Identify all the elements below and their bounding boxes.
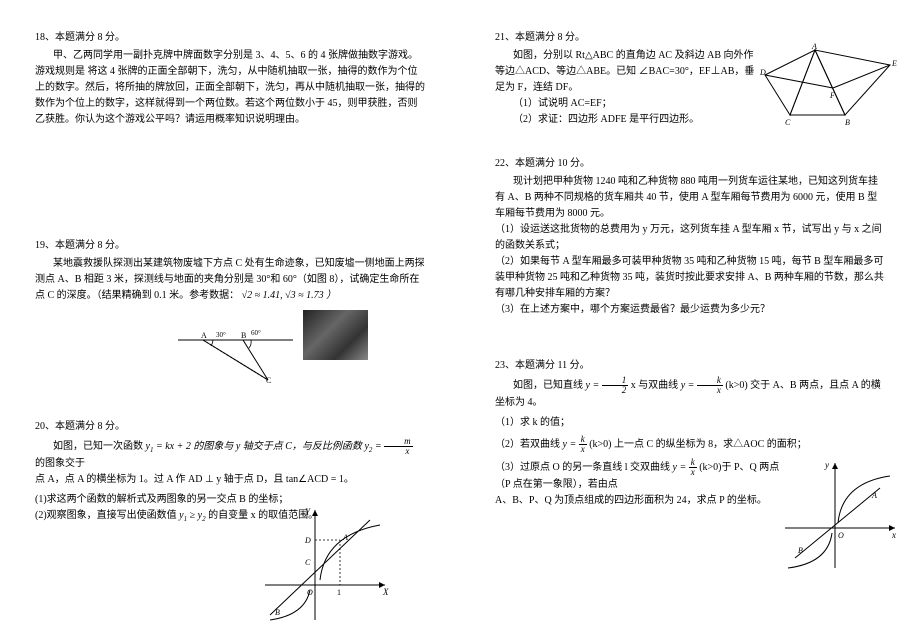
q23-B: B — [798, 546, 803, 555]
q21-C: C — [785, 118, 791, 127]
q20-graph: X Y O A B C D 1 — [255, 505, 395, 625]
page: 18、本题满分 8 分。 甲、乙两同学用一副扑克牌中牌面数字分别是 3、4、5、… — [0, 0, 920, 640]
q20-y2s: 2 — [369, 446, 373, 454]
q23-p3b: x — [689, 468, 697, 477]
q18-heading: 18、本题满分 8 分。 — [35, 30, 425, 46]
q19-label-B: B — [241, 331, 246, 340]
q22-body1: 现计划把甲种货物 1240 吨和乙种货物 880 吨用一列货车运往某地，已知这列… — [495, 174, 885, 222]
q23-p3a: （3）过原点 O 的另一条直线 l 交双曲线 — [495, 462, 673, 473]
q19-diagram: A B C 30° 60° — [173, 310, 303, 385]
q20-p2y1s: 1 — [184, 515, 188, 523]
q20-B: B — [275, 608, 280, 617]
q20-frac-bot: x — [384, 447, 413, 456]
q23-x: x — [891, 530, 896, 540]
q19-photo — [303, 310, 368, 360]
q20-D: D — [304, 536, 311, 545]
q21-E: E — [891, 59, 897, 68]
q20-p2y2s: 2 — [202, 515, 206, 523]
q20-heading: 20、本题满分 8 分。 — [35, 419, 425, 435]
q23-A: A — [871, 491, 877, 500]
q20-Y: Y — [305, 507, 311, 517]
q19-figure: A B C 30° 60° — [35, 310, 425, 391]
q20-O: O — [307, 588, 313, 597]
question-20: 20、本题满分 8 分。 如图，已知一次函数 y1 = kx + 2 的图象与 … — [35, 419, 425, 631]
q20-eq: = — [375, 441, 384, 452]
q19-text-2: √2 ≈ 1.41, √3 ≈ 1.73 ） — [242, 290, 336, 301]
q21-figure: A B C D E F — [760, 40, 900, 141]
q20-f1: = kx + 2 的图象与 y 轴交于点 C，与反比例函数 — [156, 441, 364, 452]
q20-t2: 的图象交于 — [35, 458, 85, 469]
q21-diagram: A B C D E F — [760, 40, 900, 135]
q22-part2: （2）如果每节 A 型车厢最多可装甲种货物 35 吨和乙种货物 15 吨，每节 … — [495, 254, 885, 302]
q20-t1: 如图，已知一次函数 — [53, 441, 146, 452]
q23-f1b: 2 — [602, 386, 629, 395]
question-19: 19、本题满分 8 分。 某地震救援队探测出某建筑物废墟下方点 C 处有生命迹象… — [35, 238, 425, 391]
q20-X: X — [382, 587, 389, 597]
q20-intro: 如图，已知一次函数 y1 = kx + 2 的图象与 y 轴交于点 C，与反比例… — [35, 437, 425, 472]
q23-frac1: 12 — [602, 376, 629, 395]
q23-part1: （1）求 k 的值； — [495, 415, 885, 431]
q20-line2: 点 A，点 A 的横坐标为 1。过 A 作 AD ⊥ y 轴于点 D，且 tan… — [35, 472, 425, 488]
q21-A: A — [811, 42, 817, 51]
q23-e1: y = — [586, 380, 602, 391]
q23-intro: 如图，已知直线 y = 12 x 与双曲线 y = kx (k>0) 交于 A、… — [495, 376, 885, 411]
q21-F: F — [829, 91, 835, 100]
q23-p2b2: (k>0) 上一点 C 的纵坐标为 8，求△AOC 的面积； — [589, 439, 807, 450]
q20-p2a: (2)观察图象，直接写出使函数值 — [35, 510, 179, 521]
q23-f2b: x — [697, 386, 723, 395]
q23-part2: （2）若双曲线 y = kx (k>0) 上一点 C 的纵坐标为 8，求△AOC… — [495, 435, 885, 454]
q23-figure: x y O A B — [780, 458, 900, 579]
q19-label-A: A — [201, 331, 207, 340]
question-23: 23、本题满分 11 分。 如图，已知直线 y = 12 x 与双曲线 y = … — [495, 358, 885, 509]
q23-p3frac: kx — [689, 458, 697, 477]
q21-body1: 如图，分别以 Rt△ABC 的直角边 AC 及斜边 AB 向外作等边△ACD、等… — [495, 48, 755, 96]
q22-part1: （1）设运送这批货物的总费用为 y 万元，这列货车挂 A 型车厢 x 节，试写出… — [495, 222, 885, 254]
q19-heading: 19、本题满分 8 分。 — [35, 238, 425, 254]
left-column: 18、本题满分 8 分。 甲、乙两同学用一副扑克牌中牌面数字分别是 3、4、5、… — [0, 0, 460, 640]
q23-p2frac: kx — [579, 435, 587, 454]
q20-A: A — [342, 533, 348, 542]
q23-e1b: x 与双曲线 — [631, 380, 681, 391]
q23-p2a: （2）若双曲线 — [495, 439, 563, 450]
q23-e2: y = — [681, 380, 697, 391]
q20-y1s: 1 — [150, 446, 154, 454]
q23-y: y — [824, 460, 829, 470]
q19-label-C: C — [266, 376, 271, 385]
question-21: 21、本题满分 8 分。 如图，分别以 Rt△ABC 的直角边 AC 及斜边 A… — [495, 30, 885, 128]
q23-p2b: x — [579, 445, 587, 454]
q21-B: B — [845, 118, 850, 127]
q20-p2ge: ≥ — [190, 510, 198, 521]
question-18: 18、本题满分 8 分。 甲、乙两同学用一副扑克牌中牌面数字分别是 3、4、5、… — [35, 30, 425, 128]
q19-text-1: 某地震救援队探测出某建筑物废墟下方点 C 处有生命迹象，已知废墟一侧地面上两探测… — [35, 258, 425, 301]
q18-body: 甲、乙两同学用一副扑克牌中牌面数字分别是 3、4、5、6 的 4 张牌做抽数字游… — [35, 48, 425, 128]
q23-part3: （3）过原点 O 的另一条直线 l 交双曲线 y = kx (k>0)于 P、Q… — [495, 458, 785, 493]
q23-frac2: kx — [697, 376, 723, 395]
right-column: 21、本题满分 8 分。 如图，分别以 Rt△ABC 的直角边 AC 及斜边 A… — [460, 0, 920, 640]
q19-label-30: 30° — [216, 331, 226, 339]
q19-label-60: 60° — [251, 329, 261, 337]
q21-D: D — [760, 68, 766, 77]
q19-body: 某地震救援队探测出某建筑物废墟下方点 C 处有生命迹象，已知废墟一侧地面上两探测… — [35, 256, 425, 304]
q23-O: O — [838, 531, 844, 540]
q23-t1: 如图，已知直线 — [513, 380, 586, 391]
q20-C: C — [305, 558, 311, 567]
q22-heading: 22、本题满分 10 分。 — [495, 156, 885, 172]
q23-graph: x y O A B — [780, 458, 900, 573]
q20-1: 1 — [337, 588, 341, 597]
q23-heading: 23、本题满分 11 分。 — [495, 358, 885, 374]
question-22: 22、本题满分 10 分。 现计划把甲种货物 1240 吨和乙种货物 880 吨… — [495, 156, 885, 318]
q20-frac: mx — [384, 437, 413, 456]
q22-part3: （3）在上述方案中，哪个方案运费最省？最少运费为多少元？ — [495, 302, 885, 318]
